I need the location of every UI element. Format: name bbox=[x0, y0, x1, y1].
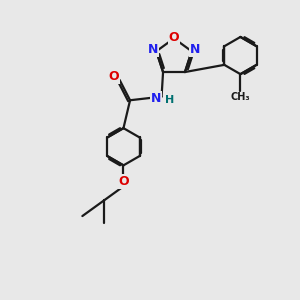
Text: N: N bbox=[148, 43, 158, 56]
Text: O: O bbox=[169, 31, 179, 44]
Text: H: H bbox=[165, 95, 175, 105]
Text: O: O bbox=[118, 175, 129, 188]
Text: O: O bbox=[109, 70, 119, 83]
Text: N: N bbox=[190, 43, 200, 56]
Text: CH₃: CH₃ bbox=[231, 92, 250, 102]
Text: N: N bbox=[151, 92, 161, 105]
